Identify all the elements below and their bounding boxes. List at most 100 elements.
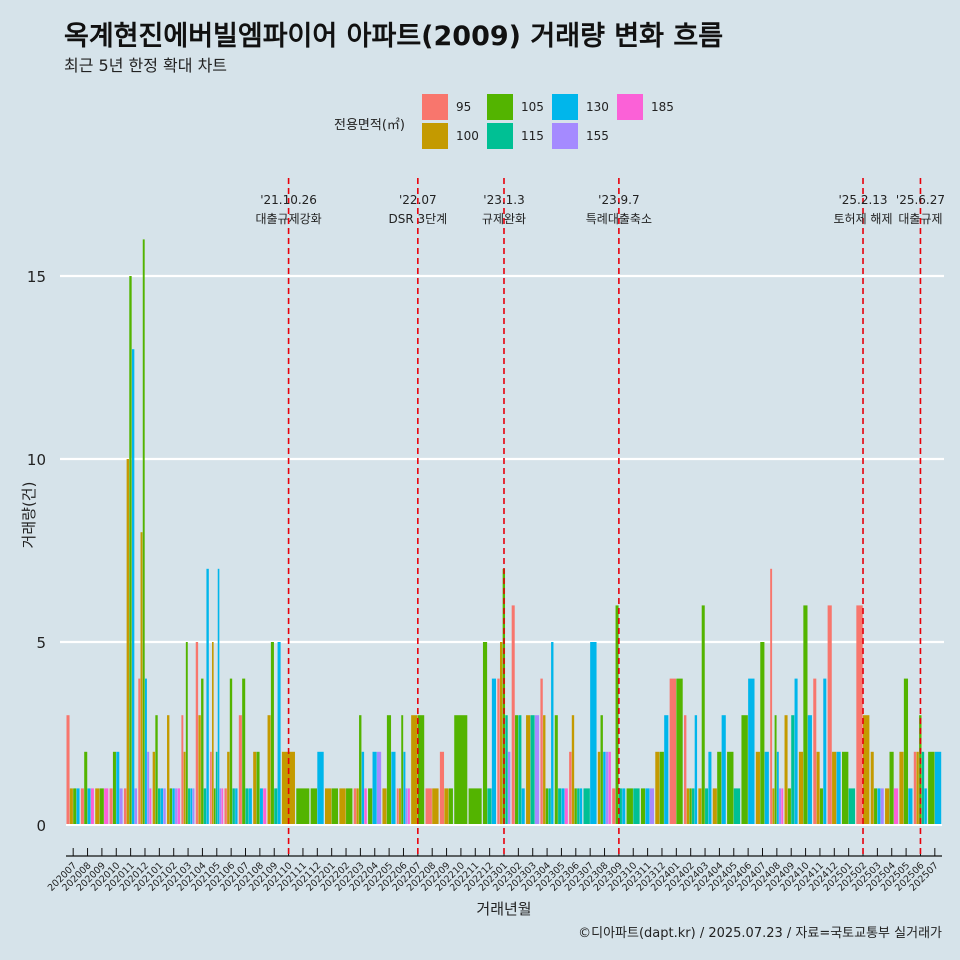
- bar-202008-95: [80, 788, 84, 825]
- bar-202010-155: [119, 788, 123, 825]
- bar-202412-100: [832, 751, 837, 825]
- bar-202504-100: [885, 788, 890, 825]
- bar-202412-130: [836, 751, 841, 825]
- bar-202301-95: [497, 678, 500, 825]
- bar-202106-100: [227, 751, 230, 825]
- bar-202301-100: [499, 642, 503, 825]
- bar-202401-105: [676, 678, 683, 825]
- bar-202007-105: [73, 788, 77, 825]
- event-date: '25.2.13: [838, 193, 887, 207]
- legend-item-155: 155: [552, 122, 609, 150]
- bar-202102-100: [167, 715, 170, 825]
- bar-202303-155: [534, 715, 540, 825]
- bar-202311-130: [645, 788, 650, 825]
- bar-202109-105: [270, 642, 274, 825]
- bar-202302-105: [515, 715, 519, 825]
- bar-202101-105: [155, 715, 158, 825]
- bar-202106-95: [224, 788, 227, 825]
- bar-202212-105: [482, 642, 488, 825]
- bar-202305-130: [561, 788, 565, 825]
- bar-202307-115: [583, 788, 590, 825]
- bar-202403-130: [708, 751, 712, 825]
- bar-202007-100: [69, 788, 73, 825]
- bar-202204-155: [376, 751, 382, 825]
- bar-202402-100: [686, 788, 690, 825]
- bar-202012-95: [138, 678, 141, 825]
- bar-202103-115: [188, 788, 190, 825]
- bar-202312-105: [659, 751, 664, 825]
- bar-202302-95: [511, 605, 515, 825]
- event-date: '23.9.7: [598, 193, 639, 207]
- bar-202301-155: [508, 751, 511, 825]
- bar-202410-130: [807, 715, 812, 825]
- bar-202012-100: [140, 532, 143, 825]
- event-date: '25.6.27: [896, 193, 945, 207]
- bar-202104-105: [201, 678, 204, 825]
- legend-key-185: [617, 94, 643, 120]
- bar-202103-100: [183, 751, 186, 825]
- legend-key-100: [422, 123, 448, 149]
- bar-202203-95: [353, 788, 357, 825]
- bar-202402-95: [684, 715, 687, 825]
- bar-202412-95: [827, 605, 832, 825]
- bar-202103-130: [190, 788, 193, 825]
- bar-202405-105: [727, 751, 734, 825]
- bar-202010-95: [109, 788, 113, 825]
- bar-202011-95: [123, 788, 127, 825]
- bar-202304-105: [545, 788, 549, 825]
- bar-202101-100: [152, 751, 156, 825]
- bar-202406-130: [748, 678, 755, 825]
- legend-item-95: 95: [422, 93, 471, 121]
- bar-202206-185: [407, 788, 410, 825]
- bar-202308-100: [597, 751, 601, 825]
- legend-title: 전용면적(㎡): [334, 118, 405, 133]
- bar-202102-105: [169, 788, 173, 825]
- bar-202303-115: [530, 715, 535, 825]
- legend-item-105: 105: [487, 93, 544, 121]
- bar-202011-100: [126, 459, 129, 825]
- bar-202008-105: [84, 751, 88, 825]
- bar-202107-115: [245, 788, 249, 825]
- legend-label-130: 130: [586, 100, 609, 114]
- chart-caption: ©디아파트(dapt.kr) / 2025.07.23 / 자료=국토교통부 실…: [578, 926, 942, 941]
- bar-202008-130: [87, 788, 91, 825]
- legend-item-100: 100: [422, 122, 479, 150]
- legend-item-130: 130: [552, 93, 609, 121]
- bar-202305-115: [558, 788, 562, 825]
- x-axis-title: 거래년월: [476, 900, 531, 918]
- bar-202402-115: [692, 788, 695, 825]
- bar-202012-185: [149, 788, 152, 825]
- bar-202103-155: [192, 788, 195, 825]
- legend-label-115: 115: [521, 129, 544, 143]
- bar-202105-100: [212, 642, 214, 825]
- bar-202303-100: [526, 715, 531, 825]
- bar-202012-130: [144, 678, 147, 825]
- bar-202301-105: [502, 568, 506, 825]
- bar-202202-105: [346, 788, 353, 825]
- bar-202108-185: [263, 788, 267, 825]
- bar-202308-185: [608, 751, 611, 825]
- legend-label-105: 105: [521, 100, 544, 114]
- bar-202402-130: [694, 715, 698, 825]
- bar-202104-95: [195, 642, 199, 825]
- bar-202306-105: [574, 788, 577, 825]
- bar-202305-185: [564, 788, 568, 825]
- bar-202105-105: [213, 788, 216, 825]
- event-label: 토허제 해제: [834, 212, 893, 226]
- legend-item-185: 185: [617, 93, 674, 121]
- bar-202010-130: [116, 751, 120, 825]
- bar-202405-115: [733, 788, 741, 825]
- bar-202009-105: [99, 788, 104, 825]
- bar-202311-155: [649, 788, 654, 825]
- bar-202103-95: [181, 715, 184, 825]
- bar-202507-130: [934, 751, 942, 825]
- bar-202408-105: [774, 715, 777, 825]
- bar-202312-130: [664, 715, 669, 825]
- bar-202011-105: [129, 276, 132, 825]
- bar-202207-100: [411, 715, 418, 825]
- bar-202103-105: [185, 642, 188, 825]
- bar-202102-185: [177, 788, 181, 825]
- bar-202304-100: [543, 715, 546, 825]
- legend: 전용면적(㎡) 95 100 105 115 130 155 185: [334, 92, 714, 150]
